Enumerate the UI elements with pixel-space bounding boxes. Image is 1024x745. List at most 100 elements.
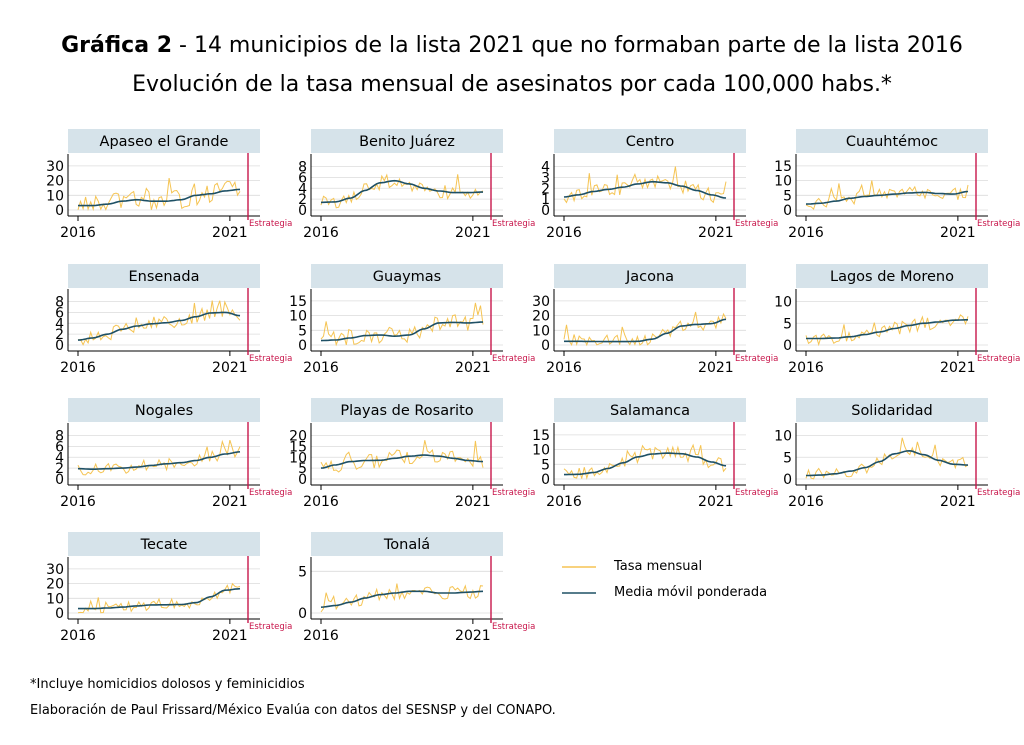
- y-tick-label: 0: [55, 606, 64, 622]
- x-tick-label: 2021: [455, 494, 491, 510]
- panel-header: [311, 264, 503, 288]
- x-tick-label: 2021: [212, 225, 248, 241]
- series-monthly-rate: [320, 173, 484, 209]
- panel-header: [311, 532, 503, 556]
- x-tick-label: 2016: [546, 494, 582, 510]
- series-weighted-moving-average: [78, 451, 241, 470]
- panel-title: Centro: [626, 134, 675, 150]
- strategy-label: Estrategia: [249, 622, 292, 632]
- x-tick-label: 2016: [788, 225, 824, 241]
- panel-header: [796, 129, 988, 153]
- strategy-label: Estrategia: [977, 219, 1020, 229]
- x-tick-label: 2021: [698, 494, 734, 510]
- strategy-label: Estrategia: [977, 354, 1020, 364]
- y-tick-label: 0: [298, 606, 307, 622]
- series-monthly-rate: [805, 180, 969, 210]
- y-tick-label: 30: [532, 294, 550, 310]
- panel-header: [554, 264, 746, 288]
- series-weighted-moving-average: [320, 590, 484, 608]
- panel-title: Playas de Rosarito: [340, 403, 473, 419]
- series-weighted-moving-average: [563, 180, 727, 199]
- strategy-label: Estrategia: [735, 488, 778, 498]
- panel-lagos-de-moreno: Lagos de Moreno 0 5 10 Estrategia 2016 2021: [774, 264, 1020, 376]
- y-tick-label: 4: [298, 181, 307, 197]
- panel-title: Solidaridad: [851, 403, 933, 419]
- y-tick-label: 20: [46, 174, 64, 190]
- y-tick-label: 10: [46, 188, 64, 204]
- y-tick-label: 30: [46, 562, 64, 578]
- series-weighted-moving-average: [805, 190, 969, 205]
- strategy-label: Estrategia: [492, 622, 535, 632]
- y-tick-label: 5: [783, 450, 792, 466]
- x-tick-label: 2021: [698, 360, 734, 376]
- strategy-label: Estrategia: [492, 354, 535, 364]
- y-tick-label: 0: [541, 338, 550, 354]
- y-tick-label: 2: [55, 461, 64, 477]
- y-tick-label: 10: [289, 450, 307, 466]
- x-tick-label: 2021: [212, 360, 248, 376]
- strategy-label: Estrategia: [249, 488, 292, 498]
- strategy-label: Estrategia: [735, 354, 778, 364]
- x-tick-label: 2016: [546, 225, 582, 241]
- y-tick-label: 20: [46, 577, 64, 593]
- panel-header: [311, 129, 503, 153]
- y-tick-label: 5: [298, 461, 307, 477]
- y-tick-label: 6: [298, 170, 307, 186]
- y-tick-label: 30: [46, 159, 64, 175]
- series-weighted-moving-average: [320, 321, 483, 342]
- y-tick-label: 0: [783, 472, 792, 488]
- series-weighted-moving-average: [320, 179, 483, 204]
- x-tick-label: 2021: [940, 225, 976, 241]
- y-tick-label: 20: [532, 309, 550, 325]
- series-monthly-rate: [320, 302, 484, 347]
- y-tick-label: 10: [532, 443, 550, 459]
- x-tick-label: 2016: [303, 360, 339, 376]
- y-tick-label: 5: [783, 188, 792, 204]
- panel-title: Lagos de Moreno: [830, 269, 954, 285]
- panel-title: Jacona: [625, 269, 674, 285]
- y-tick-label: 15: [774, 159, 792, 175]
- x-tick-label: 2016: [60, 360, 96, 376]
- y-tick-label: 1: [541, 192, 550, 208]
- y-tick-label: 10: [774, 174, 792, 190]
- y-tick-label: 5: [298, 564, 307, 580]
- x-tick-label: 2016: [303, 494, 339, 510]
- strategy-label: Estrategia: [735, 219, 778, 229]
- x-tick-label: 2016: [303, 628, 339, 644]
- series-monthly-rate: [563, 166, 727, 204]
- x-tick-label: 2016: [303, 225, 339, 241]
- panel-header: [554, 398, 746, 422]
- x-tick-label: 2016: [788, 494, 824, 510]
- panel-title: Apaseo el Grande: [100, 134, 229, 150]
- y-tick-label: 0: [783, 338, 792, 354]
- y-tick-label: 0: [298, 203, 307, 219]
- series-monthly-rate: [77, 178, 241, 212]
- x-tick-label: 2021: [212, 494, 248, 510]
- x-tick-label: 2016: [60, 225, 96, 241]
- y-tick-label: 4: [55, 450, 64, 466]
- series-monthly-rate: [320, 440, 484, 473]
- series-monthly-rate: [563, 443, 727, 480]
- series-monthly-rate: [320, 583, 484, 613]
- x-tick-label: 2021: [455, 225, 491, 241]
- y-tick-label: 0: [541, 472, 550, 488]
- panel-title: Guaymas: [373, 269, 441, 285]
- panel-header: [554, 129, 746, 153]
- y-tick-label: 2: [541, 181, 550, 197]
- y-tick-label: 10: [289, 309, 307, 325]
- x-tick-label: 2021: [698, 225, 734, 241]
- y-tick-label: 3: [541, 170, 550, 186]
- strategy-label: Estrategia: [249, 354, 292, 364]
- y-tick-label: 5: [298, 323, 307, 339]
- panel-title: Salamanca: [610, 403, 690, 419]
- y-tick-label: 5: [541, 457, 550, 473]
- panel-header: [796, 264, 988, 288]
